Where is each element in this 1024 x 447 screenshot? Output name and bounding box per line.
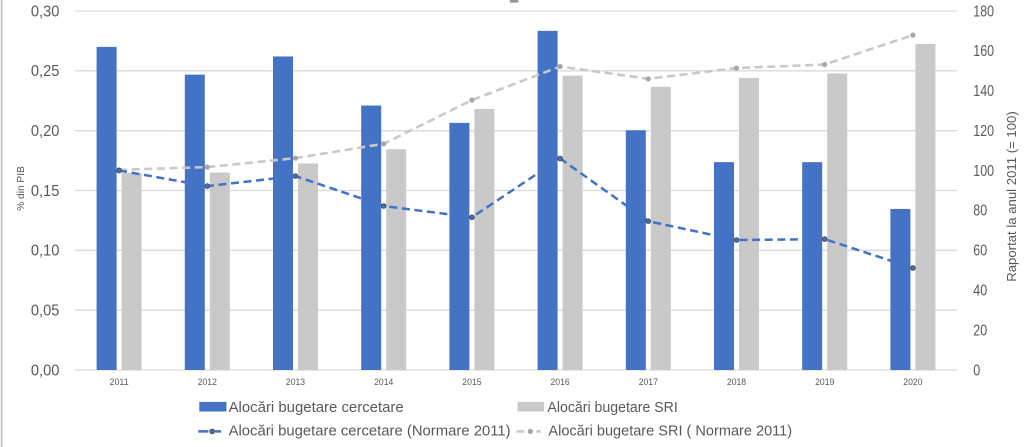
svg-text:20: 20 (973, 322, 987, 339)
svg-text:Alocări bugetare cercetare: Alocări bugetare cercetare (229, 399, 404, 416)
svg-text:160: 160 (973, 43, 994, 60)
svg-text:0: 0 (973, 362, 980, 379)
svg-text:2015: 2015 (462, 377, 481, 388)
svg-text:0,25: 0,25 (31, 63, 60, 80)
svg-text:Alocări bugetare cercetare (No: Alocări bugetare cercetare (Normare 2011… (229, 423, 511, 440)
svg-text:Raportat la anul 2011 (= 100): Raportat la anul 2011 (= 100) (1005, 111, 1019, 282)
svg-text:% din PIB: % din PIB (15, 166, 27, 211)
svg-text:0,10: 0,10 (31, 243, 60, 260)
svg-text:60: 60 (973, 243, 987, 260)
svg-text:0,30: 0,30 (31, 3, 60, 20)
svg-text:2011: 2011 (110, 377, 129, 388)
svg-text:180: 180 (973, 3, 994, 20)
svg-text:0,20: 0,20 (31, 123, 60, 140)
svg-text:2019: 2019 (815, 377, 834, 388)
svg-text:Alocări bugetare SRI: Alocări bugetare SRI (547, 399, 677, 416)
svg-text:2017: 2017 (639, 377, 658, 388)
svg-text:140: 140 (973, 83, 994, 100)
svg-text:2012: 2012 (198, 377, 217, 388)
svg-text:2014: 2014 (374, 377, 393, 388)
svg-text:0,15: 0,15 (31, 183, 60, 200)
svg-text:2018: 2018 (727, 377, 746, 388)
svg-text:2016: 2016 (551, 377, 570, 388)
svg-text:80: 80 (973, 203, 987, 220)
svg-text:Alocări bugetare SRI ( Normare: Alocări bugetare SRI ( Normare 2011) (548, 423, 792, 440)
svg-text:2013: 2013 (286, 377, 305, 388)
svg-text:0,05: 0,05 (31, 302, 60, 319)
svg-text:120: 120 (973, 123, 994, 140)
svg-text:40: 40 (973, 282, 987, 299)
svg-text:100: 100 (973, 163, 994, 180)
svg-text:0,00: 0,00 (31, 362, 60, 379)
svg-text:2020: 2020 (903, 377, 922, 388)
